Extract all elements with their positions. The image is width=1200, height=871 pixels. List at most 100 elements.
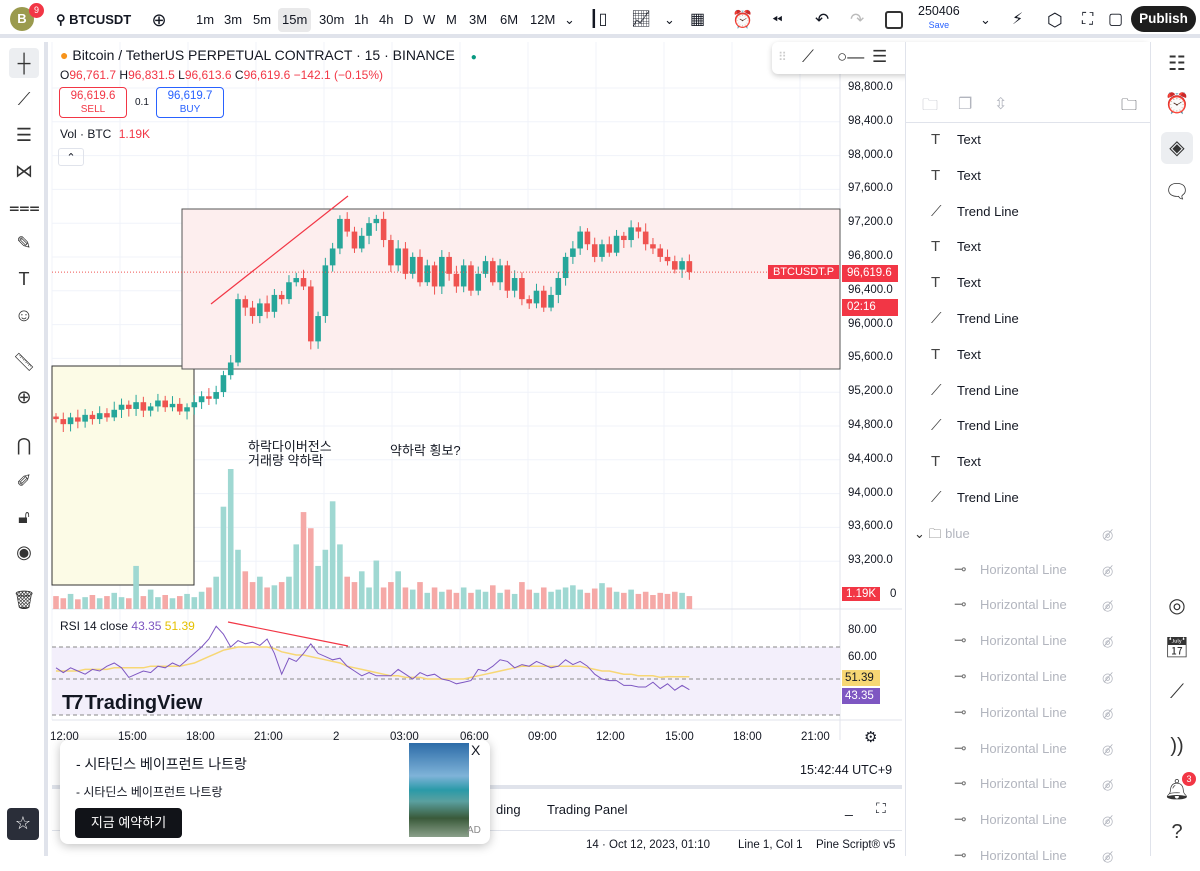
timeframe-1h[interactable]: 1h: [354, 12, 369, 27]
new-folder-icon[interactable]: 🗀: [922, 97, 939, 114]
candle-style-button[interactable]: ┃▯: [589, 11, 608, 28]
hidden-eye-icon[interactable]: ◎̸: [1102, 670, 1114, 685]
save-button[interactable]: Save: [928, 20, 950, 30]
object-tree-item[interactable]: ⟋ Trend Line: [931, 483, 1019, 513]
crosshair-icon[interactable]: ┼: [9, 48, 39, 78]
bell-icon[interactable]: 🔔︎: [1164, 779, 1190, 801]
object-tree-item[interactable]: ⊸ Horizontal Line: [954, 590, 1067, 620]
object-tree-item[interactable]: ⟋ Trend Line: [931, 197, 1019, 227]
buy-button[interactable]: 96,619.7 BUY: [156, 87, 224, 118]
chevron-down-icon[interactable]: ⌄: [564, 12, 575, 27]
hidden-eye-icon[interactable]: ◎̸: [1102, 777, 1114, 793]
timeframe-5m[interactable]: 5m: [253, 12, 272, 27]
trend-line-icon[interactable]: ⟋: [17, 89, 31, 109]
axis-settings-icon[interactable]: ⚙: [864, 729, 878, 746]
minimize-panel-button[interactable]: _: [845, 800, 853, 816]
publish-button[interactable]: Publish: [1131, 6, 1196, 32]
replay-icon[interactable]: ⏪︎: [772, 12, 783, 27]
redo-icon[interactable]: ↷: [850, 10, 865, 29]
chevron-down-icon[interactable]: ⌄: [980, 12, 991, 27]
object-tree-item[interactable]: ⊸ Horizontal Line: [954, 698, 1067, 728]
layers-icon[interactable]: ◈: [1161, 132, 1193, 164]
symbol-search[interactable]: ⚲ BTCUSDT: [56, 8, 131, 32]
object-tree-item[interactable]: T Text: [931, 447, 981, 477]
chevron-down-icon[interactable]: ⌄: [914, 525, 929, 541]
timeframe-D[interactable]: D: [404, 12, 414, 27]
timeframe-1m[interactable]: 1m: [196, 12, 215, 27]
chevron-down-icon[interactable]: ⌄: [664, 12, 675, 27]
hidden-eye-icon[interactable]: ◎̸: [1102, 813, 1114, 829]
chart-canvas[interactable]: [0, 0, 905, 750]
timeframe-15m[interactable]: 15m: [278, 8, 312, 32]
horizontal-ray-icon[interactable]: ○—: [837, 47, 865, 66]
target-icon[interactable]: ◎: [1168, 595, 1186, 617]
folder-blue[interactable]: ⌄ 🗀 blue: [914, 519, 970, 549]
sell-button[interactable]: 96,619.6 SELL: [59, 87, 127, 118]
hidden-eye-icon[interactable]: ◎̸: [1102, 849, 1114, 864]
undo-icon[interactable]: ↶: [815, 10, 830, 29]
timeframe-3M[interactable]: 3M: [469, 12, 488, 27]
annotation-divergence[interactable]: 하락다이버전스 거래량 약하락: [248, 439, 332, 468]
timeframe-W[interactable]: W: [423, 12, 436, 27]
magnet-icon[interactable]: ⋂: [16, 435, 32, 455]
annotation-sideways[interactable]: 약하락 횡보?: [390, 443, 461, 458]
quick-search-icon[interactable]: ⚡︎: [1012, 11, 1024, 28]
object-tree-item[interactable]: ⟋ Trend Line: [931, 411, 1019, 441]
indicators-button[interactable]: 📈︎: [631, 11, 652, 28]
ad-cta-button[interactable]: 지금 예약하기: [75, 808, 182, 838]
object-tree-item[interactable]: ⊸ Horizontal Line: [954, 626, 1067, 656]
timeframe-3m[interactable]: 3m: [224, 12, 243, 27]
hidden-eye-icon[interactable]: ◎̸: [1102, 741, 1114, 757]
fullscreen-icon[interactable]: ⛶: [1082, 11, 1094, 28]
brush-icon[interactable]: ✎: [16, 233, 32, 253]
object-tree-item[interactable]: ⊸ Horizontal Line: [954, 555, 1067, 585]
watchlist-icon[interactable]: ☷: [1168, 53, 1186, 75]
broadcast-icon[interactable]: )): [1170, 735, 1184, 757]
star-icon[interactable]: ☆: [7, 808, 39, 840]
object-tree-item[interactable]: T Text: [931, 161, 981, 191]
clock-label[interactable]: 15:42:44 UTC+9: [800, 763, 893, 777]
compare-symbol-button[interactable]: ⊕: [151, 10, 167, 30]
object-tree-item[interactable]: ⊸ Horizontal Line: [954, 841, 1067, 871]
object-tree-item[interactable]: T Text: [931, 268, 981, 298]
hidden-eye-icon[interactable]: ◎̸: [1102, 705, 1114, 721]
eye-icon[interactable]: ◉: [16, 542, 32, 562]
maximize-panel-button[interactable]: ⛶: [876, 800, 886, 816]
screenshot-icon[interactable]: ▢: [1108, 11, 1124, 28]
object-tree-item[interactable]: T Text: [931, 340, 981, 370]
hidden-eye-icon[interactable]: ◎̸: [1102, 562, 1114, 578]
move-icon[interactable]: ⇳: [994, 96, 1008, 113]
settings-icon[interactable]: ⬡: [1047, 10, 1063, 30]
tab-partial[interactable]: ding: [496, 802, 521, 817]
alarm-clock-icon[interactable]: ⏰: [1164, 93, 1190, 115]
calendar-icon[interactable]: 📅︎: [1164, 637, 1190, 659]
object-tree-item[interactable]: T Text: [931, 232, 981, 262]
folder-settings-icon[interactable]: 🗀: [1121, 97, 1138, 114]
emoji-icon[interactable]: ☺: [14, 305, 34, 325]
timeframe-6M[interactable]: 6M: [500, 12, 519, 27]
pine-editor-icon[interactable]: ⟋: [1170, 681, 1184, 703]
timeframe-4h[interactable]: 4h: [379, 12, 394, 27]
ad-popup[interactable]: - 시타딘스 베이프런트 나트랑 - 시타딘스 베이프런트 나트랑 지금 예약하…: [60, 740, 490, 844]
object-tree-item[interactable]: ⊸ Horizontal Line: [954, 805, 1067, 835]
object-tree-item[interactable]: ⊸ Horizontal Line: [954, 662, 1067, 692]
lock-drawing-icon[interactable]: ✐: [16, 471, 32, 491]
ruler-icon[interactable]: 📏︎: [12, 352, 36, 372]
horizontal-lines-icon[interactable]: ☰: [15, 125, 33, 145]
chat-icon[interactable]: 🗨︎: [1164, 181, 1190, 203]
clone-icon[interactable]: ❐: [958, 96, 973, 113]
layout-name[interactable]: 250406 Save: [918, 4, 960, 30]
object-tree-item[interactable]: ⊸ Horizontal Line: [954, 734, 1067, 764]
ad-close-button[interactable]: X: [471, 742, 481, 758]
prediction-icon[interactable]: ⩶: [9, 197, 40, 217]
object-tree-item[interactable]: ⊸ Horizontal Line: [954, 769, 1067, 799]
tab-trading-panel[interactable]: Trading Panel: [547, 802, 628, 817]
trend-line-icon[interactable]: ⟋: [802, 47, 814, 66]
zoom-in-icon[interactable]: ⊕: [16, 387, 32, 407]
hidden-eye-icon[interactable]: ◎̸: [1102, 634, 1114, 650]
alert-icon[interactable]: ⏰: [732, 10, 754, 29]
object-tree-item[interactable]: ⟋ Trend Line: [931, 376, 1019, 406]
collapse-legend-button[interactable]: ⌃: [58, 148, 84, 166]
parallel-channel-icon[interactable]: ☰: [872, 47, 888, 66]
text-icon[interactable]: T: [18, 269, 30, 289]
